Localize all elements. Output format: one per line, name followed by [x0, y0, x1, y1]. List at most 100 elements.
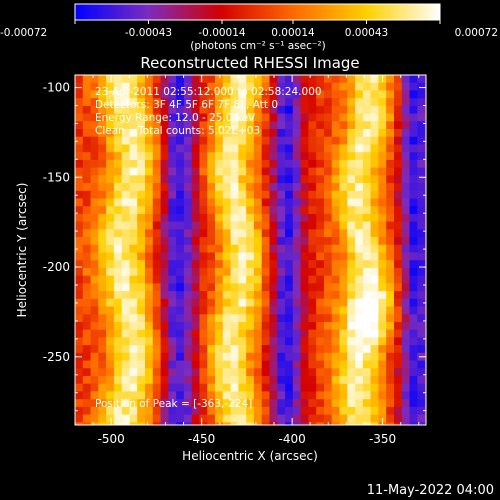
heatmap-cell: [238, 75, 247, 84]
heatmap-cell: [222, 414, 232, 423]
heatmap-cell: [347, 283, 356, 292]
heatmap-cell: [401, 252, 411, 261]
heatmap-cell: [183, 105, 193, 115]
heatmap-cell: [292, 75, 302, 84]
heatmap-cell: [168, 391, 177, 400]
heatmap-cell: [409, 322, 418, 331]
heatmap-cell: [409, 283, 418, 292]
heatmap-cell: [355, 75, 364, 84]
heatmap-cell: [222, 167, 232, 176]
heatmap-cell: [113, 82, 123, 92]
heatmap-cell: [409, 275, 418, 285]
heatmap-cell: [308, 82, 317, 92]
heatmap-cell: [121, 167, 131, 176]
plot-frame: [74, 74, 427, 426]
heatmap-cell: [82, 82, 92, 92]
heatmap-cell: [339, 90, 348, 99]
heatmap-cell: [160, 391, 169, 400]
heatmap-cell: [340, 430, 348, 438]
heatmap-cell: [183, 368, 193, 377]
heatmap-cell: [129, 152, 138, 161]
heatmap-cell: [261, 306, 271, 315]
heatmap-cell: [386, 105, 395, 115]
heatmap-cell: [378, 152, 387, 161]
heatmap-cell: [355, 175, 364, 184]
heatmap-cell: [417, 376, 426, 385]
heatmap-cell: [121, 376, 131, 385]
heatmap-cell: [129, 283, 138, 292]
heatmap-cell: [106, 376, 115, 385]
heatmap-cell: [362, 314, 372, 323]
heatmap-cell: [75, 75, 84, 84]
heatmap-cell: [355, 213, 364, 223]
heatmap-cell: [160, 229, 169, 238]
heatmap-cell: [386, 298, 395, 308]
heatmap-cell: [331, 175, 341, 184]
heatmap-cell: [168, 113, 177, 122]
heatmap-cell: [222, 291, 232, 300]
heatmap-cell: [339, 121, 348, 130]
heatmap-cell: [238, 329, 247, 339]
heatmap-cell: [339, 206, 348, 215]
heatmap-cell: [113, 90, 123, 99]
heatmap-cell: [324, 430, 332, 438]
heatmap-cell: [106, 406, 115, 416]
heatmap-cell: [292, 252, 302, 261]
heatmap-cell: [113, 399, 123, 408]
heatmap-cell: [378, 337, 387, 346]
heatmap-cell: [339, 306, 348, 315]
heatmap-cell: [160, 244, 169, 254]
heatmap-cell: [121, 267, 131, 277]
heatmap-cell: [394, 198, 403, 207]
heatmap-cell: [347, 221, 356, 230]
x-tick-label: -400: [278, 432, 305, 446]
heatmap-cell: [246, 244, 255, 254]
heatmap-cell: [370, 190, 379, 200]
heatmap-cell: [207, 414, 216, 423]
heatmap-cell: [386, 113, 395, 122]
heatmap-cell: [261, 291, 271, 300]
heatmap-cell: [324, 360, 333, 369]
heatmap-cell: [215, 260, 224, 269]
heatmap-cell: [433, 430, 441, 438]
heatmap-cell: [207, 167, 216, 176]
heatmap-cell: [145, 244, 154, 254]
heatmap-cell: [331, 105, 341, 115]
heatmap-cell: [394, 121, 403, 130]
heatmap-cell: [176, 345, 185, 354]
heatmap-cell: [347, 291, 356, 300]
heatmap-cell: [75, 129, 84, 138]
heatmap-cell: [191, 352, 201, 362]
heatmap-cell: [409, 383, 418, 393]
heatmap-cell: [308, 183, 317, 192]
heatmap-cell: [238, 337, 247, 346]
heatmap-cell: [277, 90, 286, 99]
heatmap-cell: [261, 75, 271, 84]
heatmap-cell: [145, 267, 154, 277]
heatmap-cell: [160, 252, 169, 261]
heatmap-cell: [113, 237, 123, 246]
heatmap-cell: [292, 244, 302, 254]
heatmap-cell: [277, 144, 286, 153]
heatmap-cell: [253, 167, 263, 176]
info-line-detectors: Detectors: 3F 4F 5F 6F 7F 8F, Att 0: [95, 99, 278, 111]
heatmap-cell: [191, 337, 201, 346]
heatmap-cell: [246, 198, 255, 207]
heatmap-cell: [300, 260, 309, 269]
heatmap-cell: [277, 221, 286, 230]
heatmap-cell: [324, 213, 333, 223]
heatmap-cell: [409, 152, 418, 161]
heatmap-cell: [121, 298, 131, 308]
heatmap-cell: [409, 136, 418, 146]
heatmap-cell: [277, 129, 286, 138]
heatmap-cell: [238, 291, 247, 300]
heatmap-cell: [261, 175, 271, 184]
heatmap-cell: [308, 329, 317, 339]
heatmap-cell: [253, 206, 263, 215]
heatmap-cell: [90, 275, 99, 285]
heatmap-cell: [168, 198, 177, 207]
heatmap-cell: [129, 190, 138, 200]
heatmap-cell: [433, 214, 441, 222]
heatmap-cell: [308, 322, 317, 331]
